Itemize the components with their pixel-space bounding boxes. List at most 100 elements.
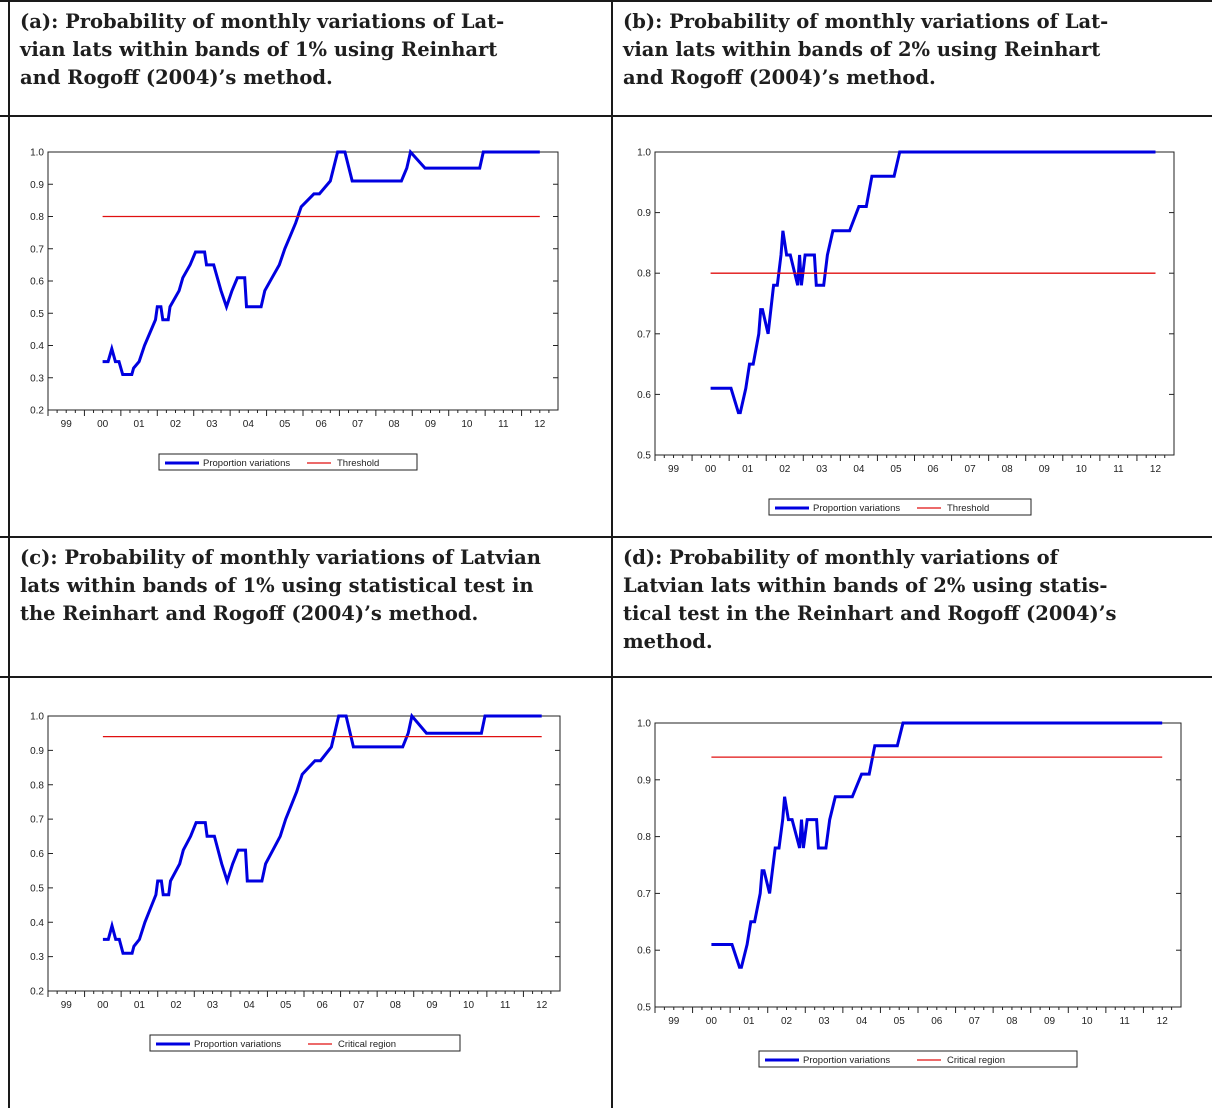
x-tick-label: 05: [890, 464, 902, 475]
x-tick-label: 99: [61, 419, 73, 430]
y-tick-label: 0.7: [637, 329, 651, 340]
x-tick-label: 09: [1044, 1016, 1056, 1027]
y-tick-label: 1.0: [637, 719, 651, 730]
legend-label-reference: Critical region: [947, 1055, 1005, 1066]
panel-d-title: (d): Probability of monthly variations o…: [623, 546, 1117, 653]
y-tick-label: 0.7: [637, 889, 651, 900]
x-tick-label: 01: [743, 1016, 755, 1027]
x-tick-label: 07: [352, 419, 364, 430]
table-border-top: [0, 0, 1212, 2]
y-tick-label: 0.9: [637, 208, 651, 219]
x-tick-label: 10: [1076, 464, 1088, 475]
y-tick-label: 0.9: [30, 746, 44, 757]
y-tick-label: 0.5: [637, 1003, 651, 1014]
x-tick-label: 09: [425, 419, 437, 430]
y-tick-label: 0.2: [30, 987, 44, 998]
y-tick-label: 0.7: [30, 244, 44, 255]
plot-frame: [654, 722, 1182, 1008]
legend-box: [768, 498, 1032, 516]
x-tick-label: 05: [894, 1016, 906, 1027]
table-border-row3: [0, 676, 1212, 678]
x-tick-label: 10: [461, 419, 473, 430]
x-tick-label: 07: [965, 464, 977, 475]
x-tick-label: 06: [317, 1000, 329, 1011]
y-tick-label: 0.8: [637, 269, 651, 280]
y-tick-label: 0.6: [30, 849, 44, 860]
legend-label-series: Proportion variations: [813, 503, 900, 514]
x-tick-label: 00: [97, 1000, 109, 1011]
x-tick-label: 05: [279, 419, 291, 430]
x-tick-label: 05: [280, 1000, 292, 1011]
chart-panel-d: 0.5 0.6 0.7 0.8 0.9 1.0 99 00 01 02 03 04 05 06 07 08 09…: [637, 719, 1182, 1068]
x-tick-label: 12: [536, 1000, 548, 1011]
y-tick-label: 0.9: [637, 775, 651, 786]
x-tick-label: 07: [353, 1000, 365, 1011]
y-tick-label: 0.3: [30, 952, 44, 963]
x-tick-label: 08: [1006, 1016, 1018, 1027]
x-tick-label: 12: [1157, 1016, 1169, 1027]
x-tick-label: 99: [61, 1000, 73, 1011]
legend-box: [149, 1034, 461, 1052]
x-tick-label: 02: [779, 464, 791, 475]
series-line: [102, 148, 540, 376]
legend-label-series: Proportion variations: [803, 1055, 890, 1066]
x-tick-label: 03: [816, 464, 828, 475]
x-tick-label: 07: [969, 1016, 981, 1027]
plot-frame: [47, 715, 561, 992]
x-tick-label: 09: [1039, 464, 1051, 475]
y-tick-label: 1.0: [30, 148, 44, 159]
legend-box: [758, 1050, 1078, 1068]
legend-label-series: Proportion variations: [203, 458, 290, 469]
y-tick-label: 0.8: [30, 780, 44, 791]
x-tick-label: 01: [742, 464, 754, 475]
y-tick-label: 0.6: [637, 946, 651, 957]
legend-label-reference: Threshold: [947, 503, 989, 514]
x-tick-label: 06: [927, 464, 939, 475]
x-tick-label: 08: [389, 419, 401, 430]
chart-panel-c: 0.2 0.3 0.4 0.5 0.6 0.7 0.8 0.9 1.0 99 00 01 02 03 04 0…: [30, 712, 561, 1052]
x-tick-label: 09: [426, 1000, 438, 1011]
x-tick-label: 11: [498, 419, 509, 430]
x-tick-label: 02: [170, 419, 182, 430]
x-tick-label: 11: [1119, 1016, 1130, 1027]
x-tick-label: 08: [1002, 464, 1014, 475]
plot-frame: [47, 151, 559, 411]
table-border-row1: [0, 115, 1212, 117]
x-tick-label: 04: [853, 464, 865, 475]
x-tick-label: 03: [207, 1000, 219, 1011]
y-tick-label: 0.5: [637, 451, 651, 462]
panel-b-title: (b): Probability of monthly variations o…: [623, 10, 1109, 89]
x-tick-label: 10: [463, 1000, 475, 1011]
chart-panel-a: 0.2 0.3 0.4 0.5 0.6 0.7 0.8 0.9 1.0 99 00 01 02 03 04 0…: [30, 148, 559, 471]
legend-label-reference: Threshold: [337, 458, 379, 469]
y-tick-label: 0.6: [637, 390, 651, 401]
x-tick-label: 00: [705, 464, 717, 475]
series-line: [710, 150, 1156, 415]
x-tick-label: 04: [244, 1000, 256, 1011]
legend-box: [158, 453, 418, 471]
x-tick-label: 06: [316, 419, 328, 430]
panel-a-title: (a): Probability of monthly variations o…: [20, 10, 505, 89]
x-tick-label: 02: [781, 1016, 793, 1027]
y-tick-label: 0.2: [30, 406, 44, 417]
x-tick-label: 00: [97, 419, 109, 430]
x-tick-label: 03: [206, 419, 218, 430]
x-tick-label: 06: [931, 1016, 943, 1027]
y-tick-label: 0.4: [30, 341, 44, 352]
x-tick-label: 99: [668, 1016, 680, 1027]
legend-label-series: Proportion variations: [194, 1039, 281, 1050]
x-tick-label: 00: [706, 1016, 718, 1027]
x-tick-label: 08: [390, 1000, 402, 1011]
table-border-row2: [0, 536, 1212, 538]
y-tick-label: 1.0: [637, 148, 651, 159]
y-tick-label: 0.6: [30, 277, 44, 288]
x-tick-label: 01: [134, 419, 146, 430]
table-border-left: [8, 0, 10, 1108]
y-tick-label: 1.0: [30, 712, 44, 723]
x-tick-label: 01: [134, 1000, 146, 1011]
series-line: [711, 721, 1163, 969]
y-tick-label: 0.8: [637, 832, 651, 843]
x-tick-label: 03: [819, 1016, 831, 1027]
chart-panel-b: 0.5 0.6 0.7 0.8 0.9 1.0 99 00 01 02 03 04 05 06 07 08 09…: [637, 148, 1175, 516]
x-tick-label: 04: [243, 419, 255, 430]
